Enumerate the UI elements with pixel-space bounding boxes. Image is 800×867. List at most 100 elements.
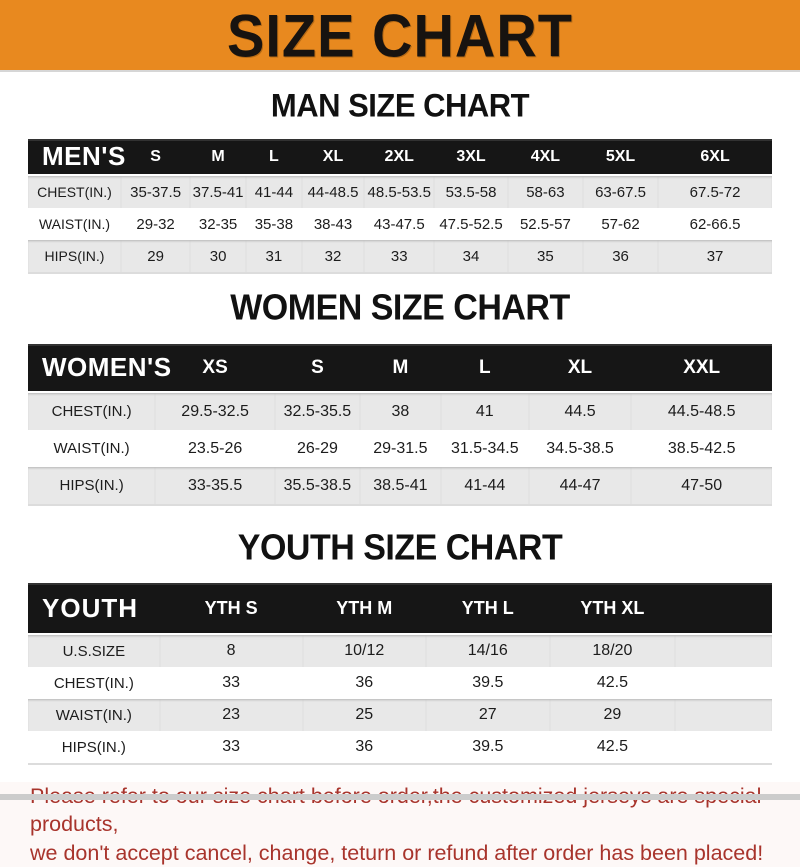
size-cell: 23.5-26 xyxy=(155,430,275,467)
size-cell: 30 xyxy=(190,240,246,274)
youth-column-header: YTH XL xyxy=(549,583,676,635)
footer-line-1: Please refer to our size chart before or… xyxy=(30,784,761,837)
size-cell: 47.5-52.5 xyxy=(434,208,508,240)
size-cell: 41 xyxy=(440,392,529,430)
size-cell: 29-32 xyxy=(121,208,191,240)
row-label: CHEST(IN.) xyxy=(28,392,156,430)
size-cell: 43-47.5 xyxy=(364,208,435,240)
size-cell: 25 xyxy=(302,699,427,731)
men-size-table: MEN'S S M L XL 2XL 3XL 4XL 5XL 6XL CHEST… xyxy=(28,139,772,274)
size-cell: 44-47 xyxy=(528,467,632,506)
size-cell: 35.5-38.5 xyxy=(275,467,360,506)
size-cell: 26-29 xyxy=(275,430,360,467)
row-label: HIPS(IN.) xyxy=(28,467,156,506)
table-row: U.S.SIZE 8 10/12 14/16 18/20 xyxy=(28,634,772,667)
size-cell: 39.5 xyxy=(426,731,550,765)
size-cell: 58-63 xyxy=(507,175,583,208)
men-column-header: S xyxy=(121,139,191,176)
size-cell: 47-50 xyxy=(631,467,772,506)
size-cell: 10/12 xyxy=(302,634,427,667)
men-column-header: XL xyxy=(301,139,365,176)
size-cell: 32-35 xyxy=(190,208,246,240)
women-column-header: XL xyxy=(528,344,632,393)
size-cell: 23 xyxy=(159,699,303,731)
size-cell: 34 xyxy=(434,240,508,274)
table-row: HIPS(IN.) 33 36 39.5 42.5 xyxy=(28,731,772,765)
size-cell: 41-44 xyxy=(440,467,529,506)
youth-table-title: YOUTH xyxy=(28,583,160,635)
size-cell: 29-31.5 xyxy=(359,430,441,467)
size-cell: 38 xyxy=(359,392,441,430)
filler-cell xyxy=(675,583,772,635)
men-column-header: L xyxy=(245,139,302,176)
size-cell: 36 xyxy=(302,731,427,765)
row-label: WAIST(IN.) xyxy=(28,430,156,467)
row-label: HIPS(IN.) xyxy=(28,240,121,274)
women-column-header: L xyxy=(440,344,529,393)
filler-cell xyxy=(675,634,772,667)
size-cell: 48.5-53.5 xyxy=(364,175,435,208)
bottom-strip xyxy=(0,794,800,800)
youth-column-header: YTH L xyxy=(426,583,550,635)
row-label: HIPS(IN.) xyxy=(28,731,160,765)
size-cell: 44-48.5 xyxy=(301,175,365,208)
size-cell: 39.5 xyxy=(426,667,550,699)
size-cell: 31.5-34.5 xyxy=(440,430,529,467)
women-table-title: WOMEN'S xyxy=(28,344,171,393)
row-label: WAIST(IN.) xyxy=(28,208,121,240)
size-cell: 33 xyxy=(159,731,303,765)
table-row: HIPS(IN.) 29 30 31 32 33 34 35 36 37 xyxy=(28,240,772,274)
size-cell: 36 xyxy=(582,240,659,274)
size-cell: 35-37.5 xyxy=(121,175,191,208)
size-cell: 18/20 xyxy=(549,634,676,667)
women-column-header: M xyxy=(359,344,441,393)
men-column-header: 5XL xyxy=(582,139,659,176)
size-cell: 34.5-38.5 xyxy=(528,430,632,467)
table-row: CHEST(IN.) 33 36 39.5 42.5 xyxy=(28,667,772,699)
youth-column-header: YTH S xyxy=(159,583,303,635)
youth-section-heading: YOUTH SIZE CHART xyxy=(237,528,563,568)
size-cell: 29 xyxy=(549,699,676,731)
size-cell: 31 xyxy=(245,240,302,274)
size-cell: 53.5-58 xyxy=(434,175,508,208)
women-column-header: XS xyxy=(155,344,275,393)
size-cell: 41-44 xyxy=(245,175,302,208)
size-cell: 57-62 xyxy=(582,208,659,240)
size-cell: 35 xyxy=(507,240,583,274)
size-cell: 33 xyxy=(159,667,303,699)
table-row: HIPS(IN.) 33-35.5 35.5-38.5 38.5-41 41-4… xyxy=(28,467,772,506)
size-cell: 32 xyxy=(301,240,365,274)
filler-cell xyxy=(675,667,772,699)
size-cell: 42.5 xyxy=(549,667,676,699)
men-header-row: MEN'S S M L XL 2XL 3XL 4XL 5XL 6XL xyxy=(28,139,772,176)
size-cell: 38.5-41 xyxy=(359,467,441,506)
youth-column-header: YTH M xyxy=(302,583,427,635)
row-label: CHEST(IN.) xyxy=(28,667,160,699)
size-cell: 29.5-32.5 xyxy=(155,392,275,430)
size-cell: 36 xyxy=(302,667,427,699)
size-cell: 29 xyxy=(121,240,191,274)
banner-title: SIZE CHART xyxy=(227,0,573,70)
row-label: WAIST(IN.) xyxy=(28,699,160,731)
size-cell: 38.5-42.5 xyxy=(631,430,772,467)
size-cell: 33 xyxy=(364,240,435,274)
row-label: U.S.SIZE xyxy=(28,634,160,667)
row-label: CHEST(IN.) xyxy=(28,175,121,208)
men-column-header: M xyxy=(190,139,246,176)
size-cell: 38-43 xyxy=(301,208,365,240)
table-row: WAIST(IN.) 23.5-26 26-29 29-31.5 31.5-34… xyxy=(28,430,772,467)
size-cell: 42.5 xyxy=(549,731,676,765)
size-cell: 27 xyxy=(426,699,550,731)
women-section-heading: WOMEN SIZE CHART xyxy=(230,288,570,328)
filler-cell xyxy=(675,731,772,765)
size-cell: 52.5-57 xyxy=(507,208,583,240)
size-cell: 32.5-35.5 xyxy=(275,392,360,430)
size-cell: 35-38 xyxy=(245,208,302,240)
size-cell: 14/16 xyxy=(426,634,550,667)
size-cell: 67.5-72 xyxy=(658,175,772,208)
filler-cell xyxy=(675,699,772,731)
size-cell: 37 xyxy=(658,240,772,274)
men-column-header: 4XL xyxy=(507,139,583,176)
men-column-header: 2XL xyxy=(364,139,435,176)
size-cell: 37.5-41 xyxy=(190,175,246,208)
